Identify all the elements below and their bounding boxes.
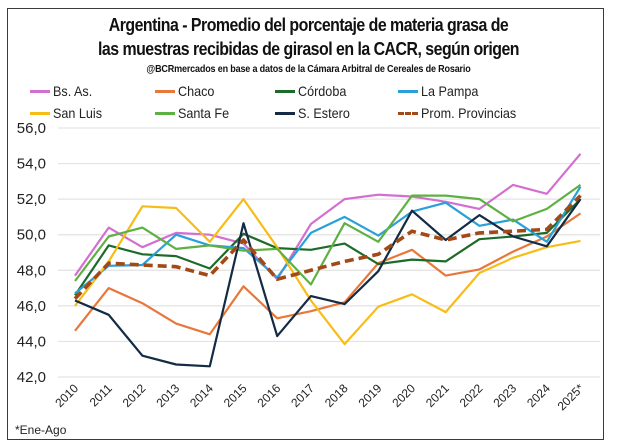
x-tick-label: 2023 xyxy=(490,381,519,410)
legend-swatch xyxy=(398,89,418,93)
x-tick-label: 2012 xyxy=(120,381,149,410)
legend-swatch xyxy=(398,111,418,115)
series-line-cordoba xyxy=(74,198,582,296)
chart-title-line-1: Argentina - Promedio del porcentaje de m… xyxy=(108,14,509,35)
x-tick-label: 2010 xyxy=(52,381,81,410)
y-tick-label: 50,0 xyxy=(17,227,46,244)
legend-swatch xyxy=(275,89,295,93)
x-tick-label: 2017 xyxy=(288,381,317,410)
legend-label: S. Estero xyxy=(298,105,350,121)
x-tick-label: 2011 xyxy=(87,381,115,409)
chart-title-line-2: las muestras recibidas de girasol en la … xyxy=(97,38,520,59)
x-tick-label: 2020 xyxy=(389,381,418,410)
legend-label: La Pampa xyxy=(421,83,479,99)
legend-item-s-estero: S. Estero xyxy=(275,105,356,121)
legend-item-san-luis: San Luis xyxy=(30,105,107,121)
y-tick-label: 46,0 xyxy=(17,298,46,315)
legend-label: Santa Fe xyxy=(178,105,230,121)
legend-label: Chaco xyxy=(178,83,215,99)
x-tick-label: 2024 xyxy=(524,381,553,410)
x-tick-label: 2014 xyxy=(187,381,216,410)
series-line-prom-provincias xyxy=(73,194,582,300)
x-tick-label: 2022 xyxy=(457,381,486,410)
series-lines xyxy=(73,153,582,368)
legend-item-chaco: Chaco xyxy=(155,83,218,99)
y-tick-label: 56,0 xyxy=(17,120,46,137)
series-line-santa-fe xyxy=(74,184,582,286)
chart-frame xyxy=(7,8,604,440)
legend-item-prom-provincias: Prom. Provincias xyxy=(398,105,527,121)
legend-swatch xyxy=(155,111,175,115)
legend-label: Bs. As. xyxy=(53,83,93,99)
legend-item-santa-fe: Santa Fe xyxy=(155,105,235,121)
legend-swatch xyxy=(155,89,175,93)
y-tick-label: 52,0 xyxy=(17,191,46,208)
legend-item-bs-as: Bs. As. xyxy=(30,83,97,99)
series-line-bs-as xyxy=(74,153,582,281)
series-line-chaco xyxy=(74,212,582,336)
y-tick-label: 48,0 xyxy=(17,262,46,279)
legend-label: Córdoba xyxy=(298,83,347,99)
x-tick-label: 2021 xyxy=(423,381,452,410)
x-tick-label: 2015 xyxy=(221,381,250,410)
x-tick-label: 2019 xyxy=(356,381,385,410)
legend-swatch xyxy=(30,111,50,115)
x-tick-label: 2018 xyxy=(322,381,351,410)
x-axis-ticks: 2010 2011 2012 2013 2014 2015 2016 2017 2018 2019… xyxy=(52,381,587,413)
legend-swatch xyxy=(30,89,50,93)
legend-swatch xyxy=(275,111,295,115)
legend-label: Prom. Provincias xyxy=(421,105,517,121)
series-line-san-luis xyxy=(74,198,581,346)
legend-item-la-pampa: La Pampa xyxy=(398,83,485,99)
legend-label: San Luis xyxy=(53,105,103,121)
series-line-la-pampa xyxy=(74,186,582,295)
legend-item-cordoba: Córdoba xyxy=(275,83,352,99)
x-tick-label: 2016 xyxy=(255,381,284,410)
y-tick-label: 54,0 xyxy=(17,156,46,173)
y-tick-label: 44,0 xyxy=(17,333,46,350)
chart-subtitle: @BCRmercados en base a datos de la Cámar… xyxy=(146,63,471,75)
x-tick-label: 2013 xyxy=(153,381,182,410)
footnote: *Ene-Ago xyxy=(15,423,67,437)
x-tick-label: 2025* xyxy=(555,381,587,413)
y-axis-ticks: 42,0 44,0 46,0 48,0 50,0 52,0 54,0 56,0 xyxy=(17,120,46,386)
series-line-s-estero xyxy=(74,198,582,368)
y-tick-label: 42,0 xyxy=(17,369,46,386)
chart-legend: Bs. As. Chaco Córdoba La Pampa San Luis Santa… xyxy=(0,81,617,125)
